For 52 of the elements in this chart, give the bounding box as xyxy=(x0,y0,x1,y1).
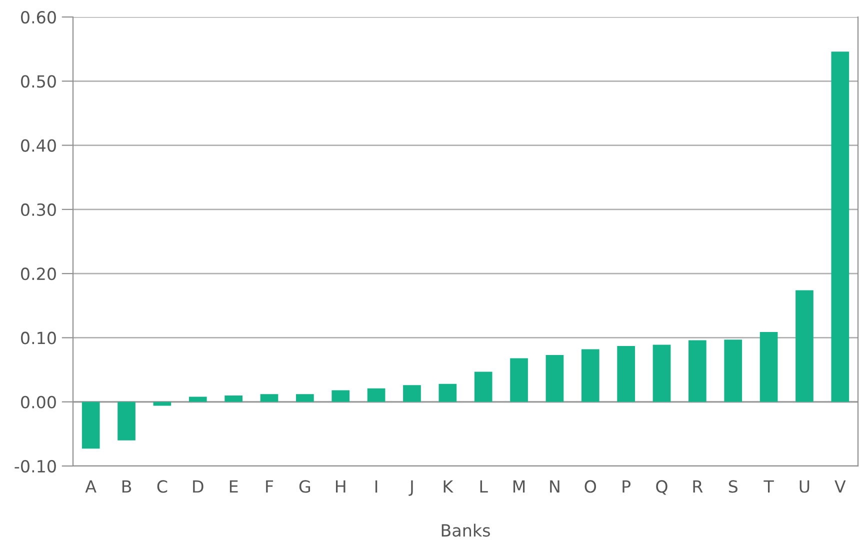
bar xyxy=(438,384,457,402)
bar xyxy=(652,344,671,402)
y-tick-label: 0.20 xyxy=(21,268,56,280)
x-tick-label: U xyxy=(800,480,810,493)
bar xyxy=(332,390,350,402)
y-tick-label: 0.30 xyxy=(21,203,56,216)
x-tick-label: L xyxy=(480,480,488,493)
x-tick-label: K xyxy=(444,480,454,493)
bar xyxy=(510,358,528,402)
y-tick-label: 0.40 xyxy=(21,139,56,152)
x-tick-label: T xyxy=(764,480,774,493)
bar xyxy=(831,52,850,402)
bar xyxy=(260,394,278,402)
bar xyxy=(403,385,421,402)
x-tick-label: J xyxy=(408,480,413,496)
bar xyxy=(118,402,136,440)
x-tick-label: B xyxy=(122,480,132,493)
bar xyxy=(760,332,778,402)
bar xyxy=(688,340,706,402)
bar xyxy=(617,346,635,402)
x-tick-label: H xyxy=(336,480,346,493)
x-tick-label: V xyxy=(834,480,846,493)
x-tick-label: O xyxy=(584,480,596,493)
y-tick-label: 0.50 xyxy=(21,75,56,88)
y-tick-label: 0.10 xyxy=(21,332,56,344)
x-tick-label: Q xyxy=(656,480,668,495)
x-tick-label: A xyxy=(85,480,96,493)
bar xyxy=(224,395,242,402)
x-axis-title: Banks xyxy=(442,524,490,537)
bar xyxy=(82,402,100,449)
x-tick-label: D xyxy=(193,480,204,493)
x-tick-label: N xyxy=(550,480,560,493)
x-tick-label: M xyxy=(513,480,525,493)
bar xyxy=(796,290,814,402)
x-tick-label: P xyxy=(622,480,631,493)
bar xyxy=(474,372,492,402)
bar xyxy=(296,394,314,402)
x-tick-label: G xyxy=(299,480,310,493)
x-tick-label: R xyxy=(693,480,703,493)
y-tick-label: -0.10 xyxy=(14,460,56,473)
bar xyxy=(367,388,386,402)
bar xyxy=(188,396,207,402)
x-tick-label: I xyxy=(375,480,378,493)
y-tick-label: 0.00 xyxy=(21,396,56,408)
x-tick-label: C xyxy=(157,480,168,493)
bar xyxy=(546,355,564,402)
x-tick-label: E xyxy=(230,480,238,493)
bar xyxy=(724,340,742,402)
bar xyxy=(581,349,600,402)
x-tick-label: S xyxy=(728,480,738,493)
y-tick-label: 0.60 xyxy=(21,10,56,24)
x-tick-label: F xyxy=(266,480,274,493)
